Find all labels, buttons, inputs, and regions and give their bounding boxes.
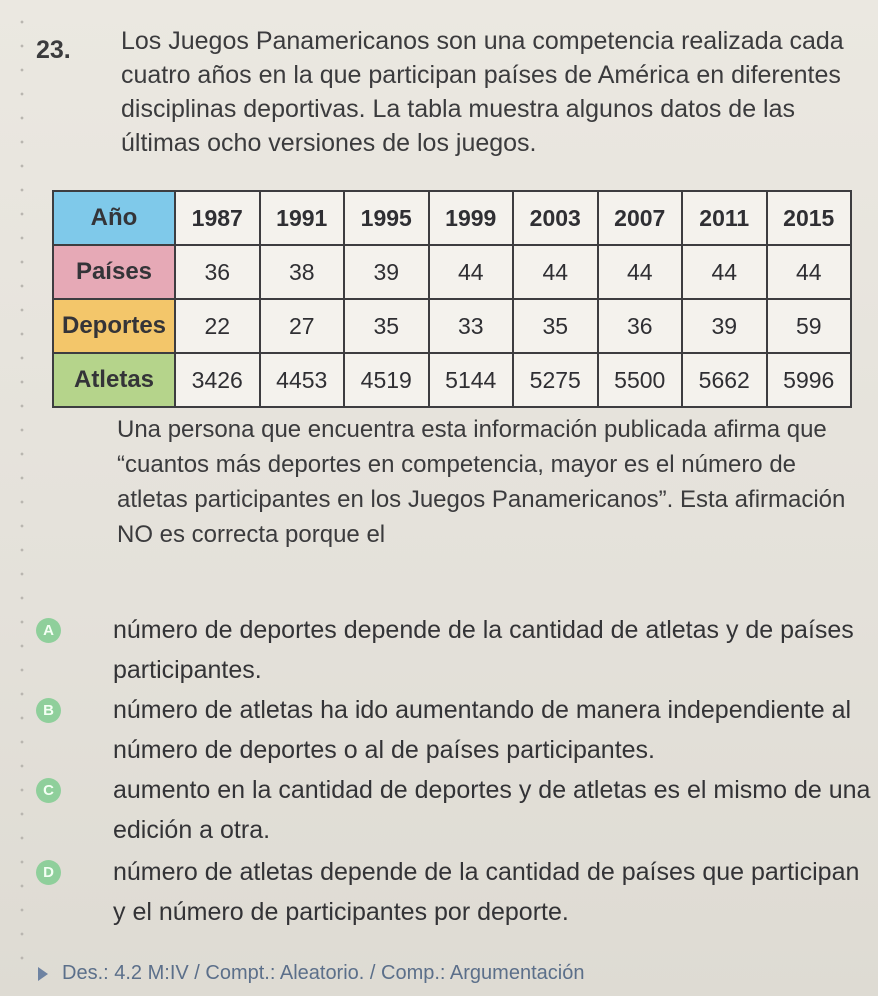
option-a-badge: A: [36, 618, 61, 643]
cell-year: 2015: [765, 190, 852, 246]
cell-deportes: 59: [765, 298, 852, 354]
cell-year: 1987: [174, 190, 261, 246]
option-c-badge: C: [36, 778, 61, 803]
arrow-right-icon: [38, 966, 48, 981]
cell-paises: 44: [512, 244, 599, 300]
cell-deportes: 35: [343, 298, 430, 354]
cell-paises: 44: [765, 244, 852, 300]
cell-year: 1999: [427, 190, 514, 246]
cell-paises: 38: [258, 244, 345, 300]
cell-deportes: 36: [596, 298, 683, 354]
question-number: 23.: [36, 36, 71, 64]
cell-atletas: 5275: [512, 352, 599, 408]
option-c-text: aumento en la cantidad de deportes y de …: [113, 776, 871, 844]
cell-deportes: 35: [512, 298, 599, 354]
cell-paises: 36: [174, 244, 261, 300]
row-header-deportes: Deportes: [52, 298, 176, 354]
claim-paragraph: Una persona que encuentra esta informaci…: [117, 416, 846, 548]
cell-year: 2003: [512, 190, 599, 246]
cell-atletas: 5996: [765, 352, 852, 408]
question-stem: Los Juegos Panamericanos son una compete…: [121, 27, 844, 157]
option-a-text: número de deportes depende de la cantida…: [113, 616, 854, 684]
cell-atletas: 4519: [343, 352, 430, 408]
cell-atletas: 5662: [681, 352, 768, 408]
cell-deportes: 27: [258, 298, 345, 354]
option-d-text: número de atletas depende de la cantidad…: [113, 858, 860, 926]
table-row-deportes: Deportes 22 27 35 33 35 36 39 59: [52, 298, 852, 354]
cell-deportes: 22: [174, 298, 261, 354]
cell-atletas: 3426: [174, 352, 261, 408]
row-header-anio: Año: [52, 190, 176, 246]
cell-atletas: 4453: [258, 352, 345, 408]
competency-footer: Des.: 4.2 M:IV / Compt.: Aleatorio. / Co…: [38, 962, 584, 985]
option-d-badge: D: [36, 860, 61, 885]
table-row-atletas: Atletas 3426 4453 4519 5144 5275 5500 56…: [52, 352, 852, 408]
cell-deportes: 33: [427, 298, 514, 354]
row-header-paises: Países: [52, 244, 176, 300]
cell-year: 1995: [343, 190, 430, 246]
games-data-table: Año 1987 1991 1995 1999 2003 2007 2011 2…: [52, 190, 852, 408]
cell-atletas: 5144: [427, 352, 514, 408]
option-b-badge: B: [36, 698, 61, 723]
cell-paises: 44: [427, 244, 514, 300]
cell-paises: 44: [681, 244, 768, 300]
row-header-atletas: Atletas: [52, 352, 176, 408]
cell-year: 2007: [596, 190, 683, 246]
cell-deportes: 39: [681, 298, 768, 354]
cell-paises: 44: [596, 244, 683, 300]
margin-dots: [20, 10, 24, 970]
table-row-years: Año 1987 1991 1995 1999 2003 2007 2011 2…: [52, 190, 852, 246]
cell-paises: 39: [343, 244, 430, 300]
option-b-text: número de atletas ha ido aumentando de m…: [113, 696, 852, 764]
cell-year: 2011: [681, 190, 768, 246]
competency-footer-text: Des.: 4.2 M:IV / Compt.: Aleatorio. / Co…: [62, 962, 585, 984]
cell-year: 1991: [258, 190, 345, 246]
table-row-paises: Países 36 38 39 44 44 44 44 44: [52, 244, 852, 300]
cell-atletas: 5500: [596, 352, 683, 408]
